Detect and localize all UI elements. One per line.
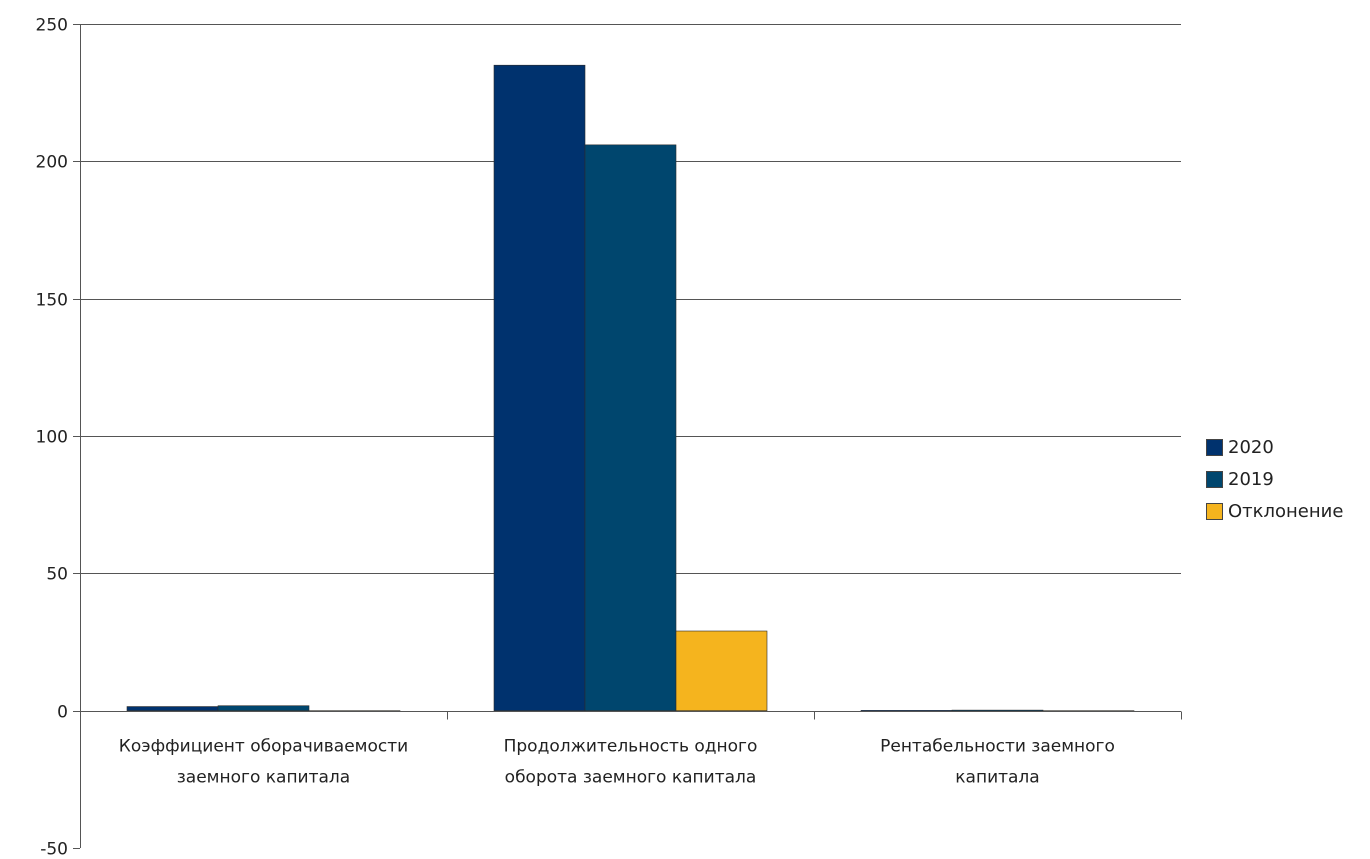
y-tick-label: 150 bbox=[36, 291, 68, 311]
bar-2020 bbox=[126, 706, 219, 711]
x-category-label: Продолжительность одного bbox=[504, 737, 758, 757]
legend: 2020 2019 Отклонение bbox=[1206, 431, 1343, 527]
bar-2019 bbox=[951, 709, 1044, 712]
legend-swatch bbox=[1206, 470, 1223, 488]
x-category-labels: Коэффициент оборачиваемости заемного капи… bbox=[119, 737, 1115, 788]
legend-item: 2020 bbox=[1206, 431, 1343, 463]
x-category-label: заемного капитала bbox=[177, 768, 350, 788]
bar-2019 bbox=[217, 705, 310, 711]
axes bbox=[73, 24, 1182, 849]
y-tick-label: 250 bbox=[36, 16, 68, 36]
y-tick-label: 100 bbox=[36, 428, 68, 448]
bar-2020 bbox=[493, 64, 586, 711]
y-tick-label: 50 bbox=[46, 565, 68, 585]
x-category-label: капитала bbox=[955, 768, 1039, 788]
legend-label: 2020 bbox=[1228, 436, 1274, 458]
bar-Отклонение bbox=[675, 630, 768, 711]
x-category-label: оборота заемного капитала bbox=[505, 768, 757, 788]
legend-swatch bbox=[1206, 438, 1223, 456]
bar-2019 bbox=[584, 144, 677, 711]
y-tick-label: 200 bbox=[36, 153, 68, 173]
y-tick-label: -50 bbox=[40, 840, 68, 859]
x-category-label: Рентабельности заемного bbox=[880, 737, 1115, 757]
legend-label: 2019 bbox=[1228, 468, 1274, 490]
legend-swatch bbox=[1206, 502, 1223, 520]
bars bbox=[126, 64, 1135, 712]
legend-item: Отклонение bbox=[1206, 495, 1343, 527]
legend-item: 2019 bbox=[1206, 463, 1343, 495]
x-category-label: Коэффициент оборачиваемости bbox=[119, 737, 408, 757]
legend-label: Отклонение bbox=[1228, 500, 1344, 522]
y-tick-label: 0 bbox=[57, 703, 68, 723]
y-tick-labels: 250 200 150 100 50 0 -50 bbox=[36, 16, 68, 859]
